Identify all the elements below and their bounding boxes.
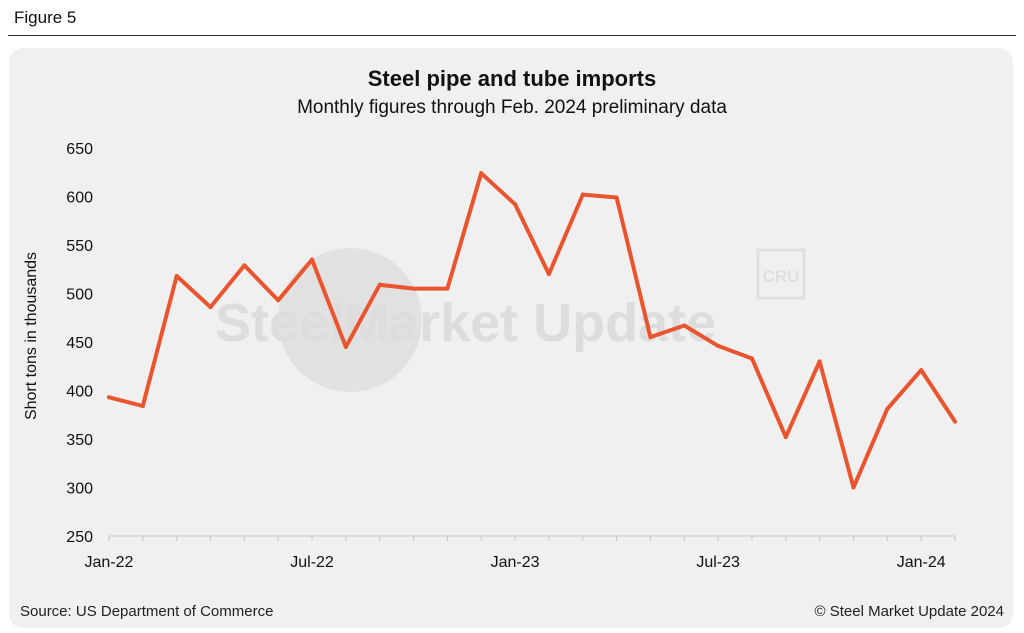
data-point (716, 343, 721, 348)
y-axis-title: Short tons in thousands (23, 252, 40, 420)
y-tick-label: 600 (66, 190, 93, 207)
x-tick-label: Jul-23 (696, 554, 740, 571)
y-tick-label: 350 (66, 432, 93, 449)
y-tick-label: 400 (66, 384, 93, 401)
data-point (208, 305, 213, 310)
data-point (682, 323, 687, 328)
data-point (614, 195, 619, 200)
watermark-badge: CRU (763, 267, 800, 286)
chart-title: Steel pipe and tube imports (367, 66, 657, 91)
y-tick-label: 650 (66, 141, 93, 158)
data-point (580, 192, 585, 197)
y-tick-label: 250 (66, 529, 93, 546)
data-point (648, 335, 653, 340)
series-layer (107, 171, 957, 490)
data-point (817, 359, 822, 364)
data-point (885, 406, 890, 411)
x-tick-label: Jan-22 (85, 554, 134, 571)
figure-divider (8, 35, 1016, 36)
x-axis: Jan-22 Jul-22 Jan-23 Jul-23 Jan-24 (85, 535, 956, 571)
x-tick-label: Jan-23 (491, 554, 540, 571)
data-point (411, 286, 416, 291)
data-point (546, 272, 551, 277)
data-point (851, 485, 856, 490)
data-point (479, 171, 484, 176)
y-tick-label: 500 (66, 287, 93, 304)
data-point (140, 404, 145, 409)
series-line (107, 171, 957, 490)
y-tick-label: 550 (66, 238, 93, 255)
data-point (107, 395, 111, 400)
watermark-badge-frame (756, 248, 806, 300)
data-point (953, 419, 957, 424)
data-point (242, 263, 247, 268)
copyright-note: © Steel Market Update 2024 (814, 603, 1005, 620)
data-point (310, 257, 315, 262)
x-tick-label: Jan-24 (897, 554, 946, 571)
data-point (343, 344, 348, 349)
y-tick-label: 300 (66, 481, 93, 498)
y-tick-label: 450 (66, 335, 93, 352)
data-point (377, 282, 382, 287)
data-point (445, 286, 450, 291)
figure-label: Figure 5 (14, 8, 77, 27)
data-point (513, 202, 518, 207)
source-note: Source: US Department of Commerce (20, 603, 274, 620)
data-point (919, 368, 924, 373)
y-axis: 250 300 350 400 450 500 550 600 650 (66, 141, 93, 546)
watermark-brand: SteelMarket Update (215, 293, 716, 353)
chart-subtitle: Monthly figures through Feb. 2024 prelim… (297, 97, 727, 118)
chart-panel (9, 48, 1013, 628)
data-point (749, 356, 754, 361)
data-point (783, 435, 788, 440)
x-tick-label: Jul-22 (290, 554, 334, 571)
data-point (276, 298, 281, 303)
data-point (174, 274, 179, 279)
